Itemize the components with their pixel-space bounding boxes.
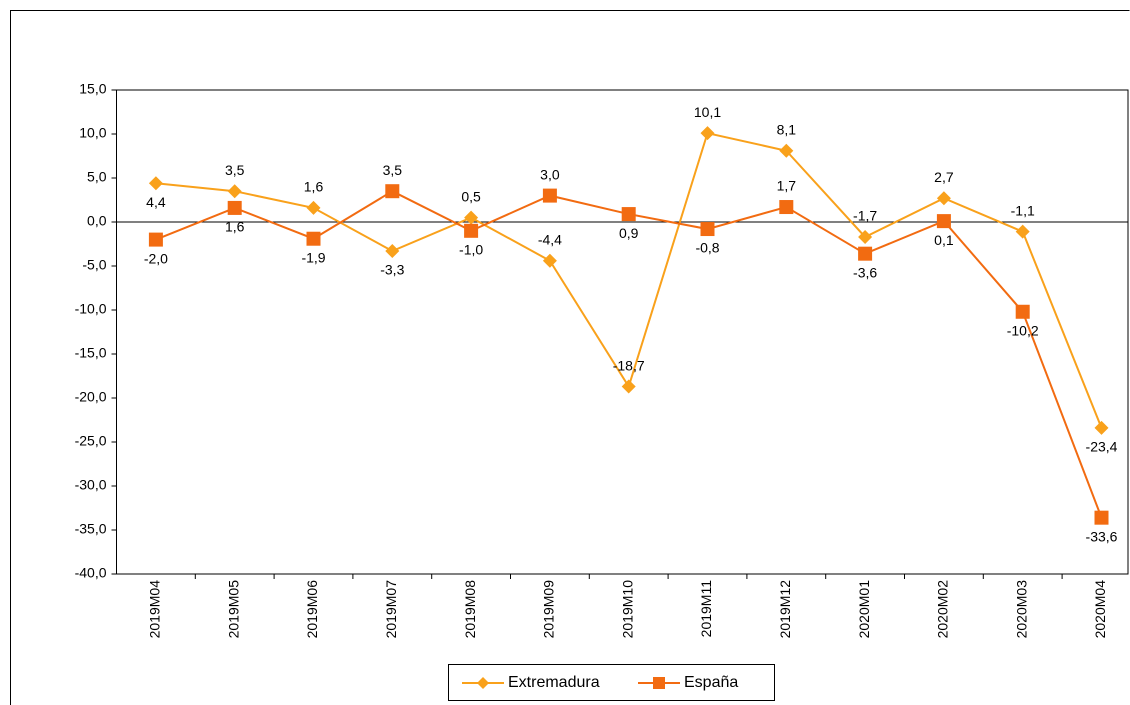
data-label: 1,6 [225,219,245,235]
y-tick-label: -15,0 [75,345,107,361]
data-label: -10,2 [1007,322,1039,338]
legend-marker [477,677,489,689]
marker [936,191,951,206]
legend-label: España [684,674,738,691]
marker [779,200,794,215]
data-label: -4,4 [538,231,562,247]
y-tick-label: 5,0 [87,169,107,185]
marker [779,143,794,158]
data-label: 0,5 [461,188,481,204]
x-tick-label: 2020M03 [1013,580,1029,639]
data-label: -1,9 [301,249,325,265]
y-tick-label: -5,0 [82,257,106,273]
plot-area [116,89,1129,575]
marker [1094,510,1109,525]
data-label: 8,1 [777,121,797,137]
marker [227,200,242,215]
data-label: -23,4 [1086,439,1118,455]
data-label: 1,7 [777,178,797,194]
marker [227,184,242,199]
marker [306,231,321,246]
x-tick-label: 2019M11 [698,580,714,638]
data-label: 1,6 [304,179,324,195]
marker [542,188,557,203]
x-tick-label: 2019M05 [225,580,241,639]
x-tick-label: 2020M02 [935,580,951,639]
y-tick-label: 0,0 [87,213,107,229]
marker [542,253,557,268]
x-tick-label: 2019M06 [304,580,320,639]
data-label: 0,9 [619,225,639,241]
data-label: 3,0 [540,166,560,182]
data-label: 3,5 [383,162,403,178]
x-tick-label: 2020M01 [856,580,872,639]
marker [1015,304,1030,319]
data-label: 0,1 [934,232,954,248]
legend-marker [653,677,665,689]
data-label: -0,8 [695,240,719,256]
marker [621,207,636,222]
data-label: -1,1 [1011,202,1035,218]
x-tick-label: 2019M12 [777,580,793,639]
x-tick-label: 2019M08 [462,580,478,639]
y-tick-label: -30,0 [75,477,107,493]
data-label: 4,4 [146,194,166,210]
data-label: -33,6 [1086,528,1118,544]
x-tick-label: 2019M04 [147,580,163,639]
marker [464,210,479,225]
data-label: -18,7 [613,357,645,373]
x-tick-label: 2019M10 [619,580,635,639]
x-tick-label: 2019M09 [541,580,557,639]
data-label: -1,0 [459,242,483,258]
data-label: -3,3 [380,262,404,278]
marker [385,244,400,259]
marker [858,229,873,244]
marker [148,176,163,191]
marker [700,222,715,237]
marker [621,379,636,394]
marker [385,184,400,199]
y-tick-label: 15,0 [79,81,106,97]
y-tick-label: -10,0 [75,301,107,317]
y-tick-label: -35,0 [75,521,107,537]
chart-frame [10,10,1130,705]
x-tick-label: 2019M07 [383,580,399,639]
legend: Extremadura España [448,664,775,701]
marker [306,200,321,215]
data-label: -3,6 [853,264,877,280]
marker [464,223,479,238]
marker [700,126,715,141]
marker [1094,420,1109,435]
data-label: 2,7 [934,169,954,185]
marker [936,214,951,229]
y-tick-label: -25,0 [75,433,107,449]
y-tick-label: 10,0 [79,125,106,141]
data-label: -2,0 [144,250,168,266]
data-label: 3,5 [225,162,245,178]
data-label: 10,1 [694,104,721,120]
y-tick-label: -40,0 [75,565,107,581]
data-label: -1,7 [853,208,877,224]
legend-label: Extremadura [508,674,600,691]
x-tick-label: 2020M04 [1092,580,1108,639]
marker [148,232,163,247]
marker [1015,224,1030,239]
marker [858,246,873,261]
y-tick-label: -20,0 [75,389,107,405]
